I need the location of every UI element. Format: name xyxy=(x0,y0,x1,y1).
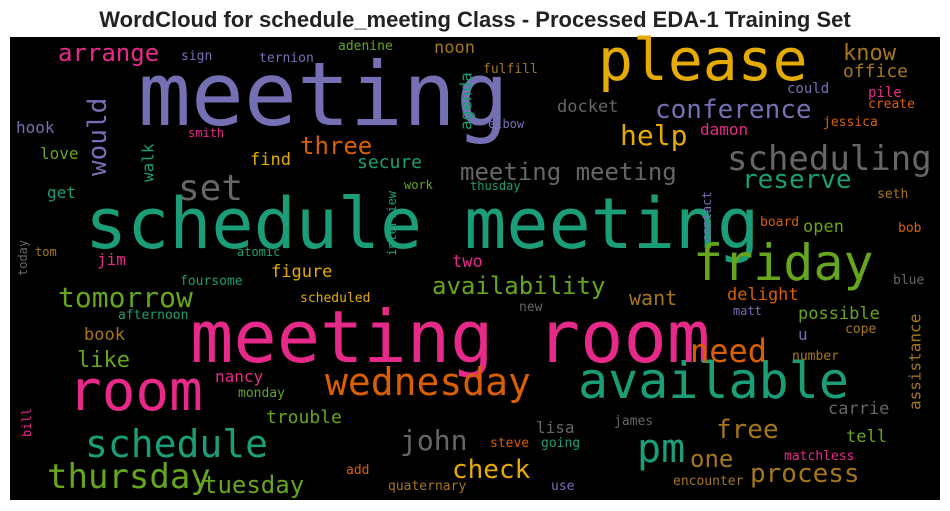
word: thusday xyxy=(470,179,521,193)
word: contact xyxy=(700,191,714,242)
word: docket xyxy=(557,97,618,117)
word: monday xyxy=(238,386,285,401)
word: pile xyxy=(868,85,902,101)
word: trouble xyxy=(266,407,342,428)
word: two xyxy=(452,252,483,272)
word: number xyxy=(792,349,839,364)
word: would xyxy=(83,98,113,176)
word: conference xyxy=(655,95,812,125)
word: love xyxy=(40,144,79,163)
word: hook xyxy=(16,118,55,137)
word: three xyxy=(300,132,372,160)
word: james xyxy=(614,414,653,429)
word: wednesday xyxy=(325,360,531,404)
word: schedule meeting xyxy=(85,183,759,265)
word: please xyxy=(598,26,808,94)
word: scheduling xyxy=(727,139,932,179)
word: matchless xyxy=(784,449,854,464)
word: today xyxy=(16,240,30,276)
word: meeting xyxy=(138,43,509,146)
word: figure xyxy=(271,262,332,282)
word: could xyxy=(787,81,829,97)
word: arrange xyxy=(58,39,159,67)
word: walk xyxy=(139,143,158,182)
word: tom xyxy=(35,245,57,259)
word: meeting room xyxy=(190,295,710,379)
word: blue xyxy=(893,273,924,288)
word: possible xyxy=(798,304,880,324)
word: encounter xyxy=(673,474,744,489)
word: friday xyxy=(693,234,874,292)
word: atomic xyxy=(237,245,280,259)
word: noon xyxy=(434,38,475,58)
word: delight xyxy=(727,285,799,305)
word: use xyxy=(551,479,575,494)
word: add xyxy=(346,463,369,478)
word: know xyxy=(843,41,897,66)
word: afternoon xyxy=(118,308,188,323)
word: carrie xyxy=(828,399,889,419)
word: board xyxy=(760,215,799,230)
word: adenine xyxy=(338,39,393,54)
word: availability xyxy=(432,272,605,300)
word: smith xyxy=(188,126,224,140)
word: available xyxy=(578,352,849,410)
word: cope xyxy=(845,322,876,337)
word: damon xyxy=(700,120,748,139)
word: quaternary xyxy=(388,479,466,494)
word: tomorrow xyxy=(58,281,193,314)
word: book xyxy=(84,325,125,345)
word: get xyxy=(47,183,76,202)
cloud-background xyxy=(10,37,940,500)
word: scheduled xyxy=(300,291,370,306)
word: help xyxy=(620,119,687,152)
word: foursome xyxy=(180,274,243,289)
word: work xyxy=(404,178,434,192)
word: meeting meeting xyxy=(460,158,677,186)
word: want xyxy=(629,286,677,310)
word: new xyxy=(519,300,543,315)
word: seth xyxy=(877,187,908,202)
word: steve xyxy=(490,436,529,451)
word: room xyxy=(68,359,203,424)
word: free xyxy=(716,415,779,445)
word: bill xyxy=(20,408,34,437)
word: matt xyxy=(733,304,762,318)
word: pm xyxy=(637,426,685,472)
word: reserve xyxy=(742,165,852,195)
word: process xyxy=(750,459,860,489)
word: bob xyxy=(898,221,922,236)
word: going xyxy=(541,436,580,451)
word: u xyxy=(798,325,808,344)
word: nancy xyxy=(215,367,264,386)
word: create xyxy=(868,97,915,112)
word: interview xyxy=(385,190,399,256)
word: elbow xyxy=(488,117,525,131)
word: secure xyxy=(357,152,422,173)
word: need xyxy=(690,332,767,370)
word: tuesday xyxy=(203,471,304,499)
word: find xyxy=(250,150,291,170)
word: john xyxy=(400,424,467,457)
word: jessica xyxy=(823,115,878,130)
word: one xyxy=(690,445,733,473)
word: office xyxy=(843,61,908,82)
word: like xyxy=(77,348,130,373)
word: fulfill xyxy=(483,62,538,77)
word: ternion xyxy=(259,51,314,66)
word: assistance xyxy=(906,314,925,410)
word: check xyxy=(452,455,531,485)
chart-title: WordCloud for schedule_meeting Class - P… xyxy=(99,7,851,32)
word: thursday xyxy=(47,457,211,497)
word: sign xyxy=(181,49,212,64)
word: tell xyxy=(846,427,887,447)
word: set xyxy=(178,168,243,209)
word: jim xyxy=(97,250,126,269)
word: agenda xyxy=(457,72,476,130)
word: open xyxy=(803,217,844,237)
word: lisa xyxy=(536,418,575,437)
word: schedule xyxy=(85,422,268,466)
